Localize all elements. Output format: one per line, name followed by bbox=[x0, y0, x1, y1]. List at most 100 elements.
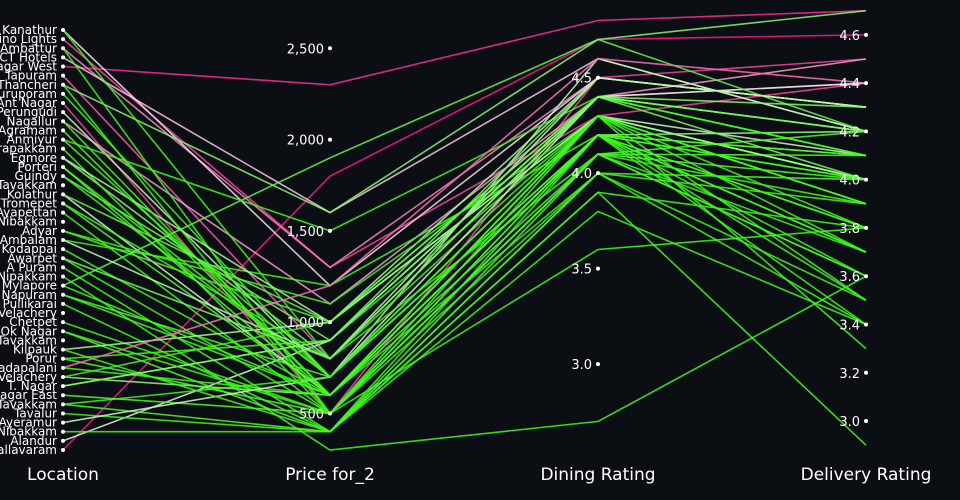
tick-dot bbox=[61, 137, 65, 142]
tick-label: ECT Hotels bbox=[0, 50, 57, 64]
tick-label: Napuram bbox=[1, 288, 57, 302]
tick-dot bbox=[328, 411, 332, 416]
axis-dining: Dining Rating 3.0 3.5 4.0 4.5 bbox=[540, 72, 655, 485]
tick-label: 4.6 bbox=[839, 29, 860, 44]
record-line bbox=[62, 38, 867, 269]
tick-label: Pallavaram bbox=[0, 443, 57, 457]
tick-dot bbox=[61, 110, 65, 115]
tick-dot bbox=[596, 171, 600, 176]
tick-label: Ambalam bbox=[0, 233, 57, 247]
tick-label: Nibakkam bbox=[0, 215, 57, 229]
tick-dot bbox=[864, 32, 868, 37]
tick-label: Ayapettan bbox=[0, 206, 57, 220]
record-line bbox=[62, 84, 867, 415]
tick-label: Kolathur bbox=[7, 187, 57, 201]
tick-dot bbox=[61, 210, 65, 215]
tick-dot bbox=[61, 256, 65, 261]
tick-dot bbox=[864, 322, 868, 327]
tick-dot bbox=[596, 75, 600, 80]
tick-label: Tavakkam bbox=[0, 397, 57, 411]
tick-dot bbox=[61, 192, 65, 197]
tick-label: Ant Nagar bbox=[0, 96, 57, 110]
tick-dot bbox=[61, 82, 65, 87]
tick-dot bbox=[864, 129, 868, 134]
tick-label: 2,000 bbox=[287, 134, 324, 149]
axis-title: Location bbox=[27, 465, 99, 485]
tick-dot bbox=[61, 238, 65, 242]
tick-label: Chetpet bbox=[9, 315, 57, 329]
tick-label: 3.0 bbox=[839, 415, 860, 430]
tick-dot bbox=[61, 28, 65, 32]
tick-label: Ambattur bbox=[0, 41, 57, 55]
tick-dot bbox=[328, 228, 332, 233]
tick-dot bbox=[61, 301, 65, 306]
tick-label: Adyar bbox=[22, 224, 57, 238]
tick-dot bbox=[61, 393, 65, 398]
tick-label: Velachery bbox=[0, 370, 57, 384]
tick-label: Agramam bbox=[0, 123, 57, 137]
tick-dot bbox=[61, 374, 65, 379]
tick-label: 1,500 bbox=[287, 225, 324, 240]
tick-label: Awarpet bbox=[7, 251, 57, 265]
tick-label: Ok Nagar bbox=[1, 324, 58, 338]
tick-label: Tromepet bbox=[0, 196, 57, 210]
record-line bbox=[62, 114, 867, 397]
tick-label: 500 bbox=[299, 407, 324, 422]
tick-label: Alandur bbox=[10, 434, 57, 448]
tick-label: Tapuram bbox=[4, 69, 57, 83]
tick-label: Nibakkam bbox=[0, 425, 57, 439]
tick-dot bbox=[61, 356, 65, 361]
tick-label: Thuruporam bbox=[0, 87, 57, 101]
tick-dot bbox=[61, 292, 65, 297]
tick-label: 4.0 bbox=[839, 174, 860, 189]
tick-dot bbox=[864, 274, 868, 279]
tick-dot bbox=[61, 411, 65, 416]
tick-label: 4.0 bbox=[571, 167, 592, 182]
tick-label: Nagar West bbox=[0, 60, 57, 74]
tick-dot bbox=[328, 320, 332, 325]
tick-dot bbox=[61, 311, 65, 316]
axis-delivery: Delivery Rating 3.0 3.2 3.4 3.6 3.8 4.0 4.2 4.4 4… bbox=[801, 29, 932, 485]
tick-label: Tavalur bbox=[13, 406, 57, 420]
tick-dot bbox=[61, 384, 65, 389]
axis-location: Location KanathurTino LightsAmbatturECT H… bbox=[0, 23, 99, 485]
tick-label: Ayeramur bbox=[0, 416, 57, 430]
tick-label: A Puram bbox=[6, 260, 57, 274]
record-line bbox=[62, 134, 867, 397]
tick-label: Nagallur bbox=[6, 114, 57, 128]
tick-label: 4.4 bbox=[839, 77, 860, 92]
axis-title: Delivery Rating bbox=[801, 465, 932, 485]
tick-dot bbox=[864, 419, 868, 424]
tick-dot bbox=[61, 183, 65, 188]
tick-dot bbox=[61, 64, 65, 69]
tick-label: Porur bbox=[25, 352, 57, 366]
tick-dot bbox=[61, 438, 65, 443]
tick-label: Mylapore bbox=[2, 279, 57, 293]
tick-dot bbox=[61, 101, 65, 106]
tick-dot bbox=[596, 362, 600, 367]
axis-title: Dining Rating bbox=[540, 465, 655, 485]
record-line bbox=[63, 172, 867, 433]
axis-title: Price for_2 bbox=[285, 465, 375, 485]
tick-label: Egmore bbox=[11, 151, 57, 165]
tick-label: Perungudi bbox=[0, 105, 57, 119]
tick-label: Kodappai bbox=[1, 242, 57, 256]
axes-layer: Location KanathurTino LightsAmbatturECT H… bbox=[0, 23, 931, 485]
tick-label: Porteri bbox=[18, 160, 57, 174]
tick-dot bbox=[61, 201, 65, 206]
tick-dot bbox=[61, 329, 65, 334]
tick-dot bbox=[61, 174, 65, 179]
tick-label: Thancheri bbox=[0, 78, 57, 92]
record-line bbox=[62, 114, 867, 406]
tick-dot bbox=[328, 137, 332, 142]
tick-label: Pullikarai bbox=[3, 297, 57, 311]
tick-label: Nipakkam bbox=[0, 270, 57, 284]
tick-dot bbox=[61, 347, 65, 352]
tick-label: Vadapalani bbox=[0, 361, 57, 375]
tick-label: Anmiyur bbox=[7, 133, 58, 147]
record-line bbox=[62, 95, 867, 387]
record-line bbox=[62, 9, 867, 86]
tick-label: 3.0 bbox=[571, 358, 592, 373]
record-line bbox=[62, 57, 867, 369]
